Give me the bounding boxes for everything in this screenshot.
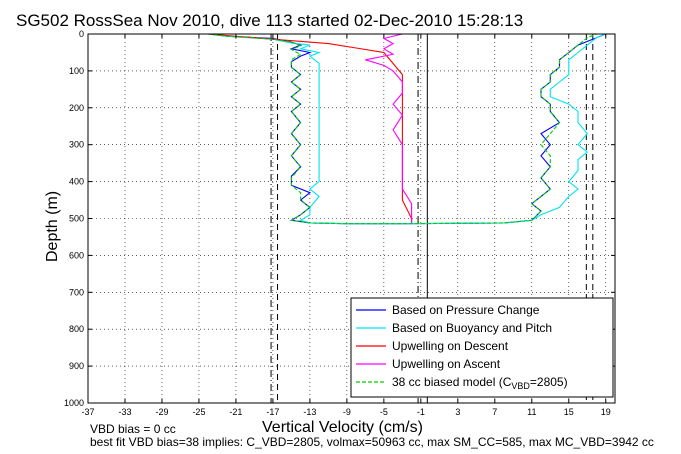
series-line-5 <box>208 33 597 225</box>
legend-label-2: Based on Buoyancy and Pitch <box>392 321 552 335</box>
x-tick-label: -1 <box>417 407 425 417</box>
x-tick-label: -9 <box>343 407 351 417</box>
y-tick-label: 300 <box>69 140 84 150</box>
y-tick-label: 600 <box>69 250 84 260</box>
series-line-4 <box>365 33 413 223</box>
x-tick-label: 15 <box>564 407 574 417</box>
x-tick-label: 3 <box>455 407 460 417</box>
y-tick-label: 0 <box>79 29 84 39</box>
x-axis-label: Vertical Velocity (cm/s) <box>262 419 423 436</box>
legend: Based on Pressure Change Based on Buoyanc… <box>350 297 614 398</box>
x-tick-label: -21 <box>229 407 242 417</box>
x-tick-label: -33 <box>118 407 131 417</box>
legend-label-1: Based on Pressure Change <box>392 303 540 317</box>
y-tick-label: 1000 <box>64 398 84 408</box>
x-tick-label: -37 <box>81 407 94 417</box>
reference-lines <box>270 34 594 403</box>
y-tick-label: 700 <box>69 287 84 297</box>
footer-line-1: VBD bias = 0 cc <box>90 422 176 436</box>
y-tick-label: 800 <box>69 324 84 334</box>
y-tick-label: 900 <box>69 361 84 371</box>
x-tick-label: -29 <box>155 407 168 417</box>
x-tick-label: 7 <box>492 407 497 417</box>
y-tick-label: 100 <box>69 66 84 76</box>
x-tick-label: 11 <box>527 407 536 417</box>
legend-box <box>350 297 614 398</box>
series-line-2 <box>208 33 607 225</box>
data-series <box>208 33 607 225</box>
y-axis-label: Depth (m) <box>44 191 61 262</box>
legend-label-4: Upwelling on Ascent <box>392 357 501 371</box>
x-tick-label: 19 <box>601 407 611 417</box>
footer-line-2: best fit VBD bias=38 implies: C_VBD=2805… <box>90 435 654 449</box>
y-tick-label: 200 <box>69 103 84 113</box>
chart-title: SG502 RossSea Nov 2010, dive 113 started… <box>16 11 523 30</box>
grid-lines <box>88 34 615 403</box>
x-tick-label: -25 <box>192 407 205 417</box>
legend-label-3: Upwelling on Descent <box>392 339 509 353</box>
y-tick-label: 400 <box>69 177 84 187</box>
x-tick-label: -5 <box>380 407 388 417</box>
y-tick-label: 500 <box>69 214 84 224</box>
x-tick-label: -17 <box>266 407 279 417</box>
x-tick-labels: -37 -33 -29 -25 -21 -17 -13 -9 -5 -1 3 7 11 15 19 <box>81 34 611 417</box>
series-line-1 <box>208 33 607 225</box>
y-tick-labels: 0 100 200 300 400 500 600 700 800 900 1000 <box>64 29 615 408</box>
legend-label-5: 38 cc biased model (CVBD=2805) <box>392 375 568 391</box>
x-tick-label: -13 <box>303 407 316 417</box>
